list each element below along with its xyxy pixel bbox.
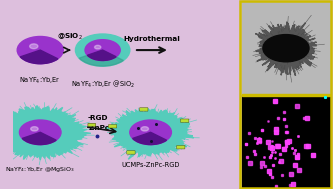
Text: NaYF$_4$:Yb,Er @SiO$_2$: NaYF$_4$:Yb,Er @SiO$_2$ xyxy=(71,78,135,90)
Polygon shape xyxy=(105,108,194,159)
Text: @SiO$_2$: @SiO$_2$ xyxy=(57,31,83,42)
Wedge shape xyxy=(133,132,166,145)
Bar xyxy=(240,1,331,188)
Polygon shape xyxy=(0,106,91,160)
Bar xyxy=(242,1,330,94)
Wedge shape xyxy=(87,50,116,60)
FancyBboxPatch shape xyxy=(109,125,117,128)
Circle shape xyxy=(263,35,309,62)
Wedge shape xyxy=(22,132,56,145)
Circle shape xyxy=(95,45,101,49)
Bar xyxy=(242,95,330,187)
FancyBboxPatch shape xyxy=(140,108,148,111)
Circle shape xyxy=(141,127,149,131)
FancyBboxPatch shape xyxy=(127,151,135,154)
Circle shape xyxy=(17,36,63,64)
Wedge shape xyxy=(20,50,58,64)
Polygon shape xyxy=(255,22,317,76)
Text: NaYF$_4$:Yb,Er @MgSiO$_3$: NaYF$_4$:Yb,Er @MgSiO$_3$ xyxy=(5,165,75,174)
FancyBboxPatch shape xyxy=(176,146,185,149)
Circle shape xyxy=(130,120,171,145)
Text: -RGD: -RGD xyxy=(88,115,108,121)
Bar xyxy=(242,94,330,96)
Text: Hydrothermal: Hydrothermal xyxy=(124,36,180,42)
FancyBboxPatch shape xyxy=(88,123,96,126)
FancyBboxPatch shape xyxy=(180,119,189,122)
Wedge shape xyxy=(79,50,124,66)
Circle shape xyxy=(85,40,120,60)
Circle shape xyxy=(31,127,38,131)
Text: -ZnPc: -ZnPc xyxy=(86,125,109,131)
Text: NaYF$_4$:Yb,Er: NaYF$_4$:Yb,Er xyxy=(19,76,61,86)
Circle shape xyxy=(19,120,61,145)
Text: UCMPs-ZnPc-RGD: UCMPs-ZnPc-RGD xyxy=(122,162,180,168)
Circle shape xyxy=(30,44,38,49)
Circle shape xyxy=(76,34,130,66)
